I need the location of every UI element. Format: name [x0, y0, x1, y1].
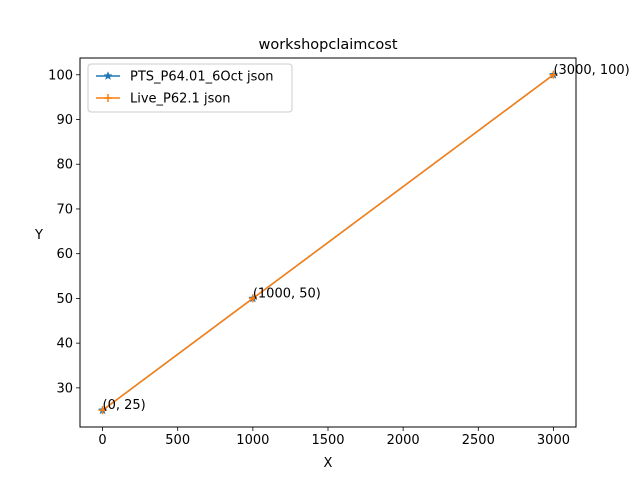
- y-tick-label: 70: [56, 202, 73, 217]
- x-tick-label: 500: [165, 433, 190, 448]
- x-tick-label: 1500: [311, 433, 344, 448]
- annotation-layer: (0, 25) (1000, 50) (3000, 100): [103, 63, 630, 413]
- x-tick-label: 2500: [462, 433, 495, 448]
- chart-title: workshopclaimcost: [258, 37, 397, 53]
- data-point-marker: [248, 294, 257, 303]
- legend-marker: [103, 71, 113, 80]
- y-axis-ticks: 30 40 50 60 70 80 90 100: [48, 68, 80, 396]
- legend-label: Live_P62.1 json: [130, 92, 231, 107]
- y-tick-label: 90: [56, 113, 73, 128]
- y-tick-label: 30: [56, 381, 73, 396]
- legend-box: [87, 63, 293, 113]
- y-tick-label: 80: [56, 158, 73, 173]
- x-tick-label: 3000: [537, 433, 570, 448]
- y-tick-label: 60: [56, 247, 73, 262]
- data-point-annotation: (1000, 50): [253, 286, 321, 301]
- data-point-annotation: (0, 25): [103, 398, 146, 413]
- y-axis-label: Y: [34, 228, 43, 243]
- y-tick-label: 50: [56, 292, 73, 307]
- x-axis-label: X: [324, 456, 333, 471]
- legend-marker: [104, 94, 112, 102]
- y-tick-label: 40: [56, 337, 73, 352]
- plot-frame: [79, 57, 577, 428]
- x-axis-ticks: 0 500 1000 1500 2000 2500 3000: [98, 427, 570, 448]
- data-point-marker: [549, 70, 558, 79]
- x-tick-label: 0: [98, 433, 106, 448]
- legend: PTS_P64.01_6Oct json Live_P62.1 json: [87, 63, 293, 113]
- x-tick-label: 1000: [236, 433, 269, 448]
- series-layer: [97, 69, 559, 415]
- data-point-marker: [98, 406, 107, 415]
- y-tick-label: 100: [48, 68, 73, 83]
- legend-label: PTS_P64.01_6Oct json: [130, 70, 274, 85]
- data-point-annotation: (3000, 100): [553, 63, 629, 78]
- x-tick-label: 2000: [387, 433, 420, 448]
